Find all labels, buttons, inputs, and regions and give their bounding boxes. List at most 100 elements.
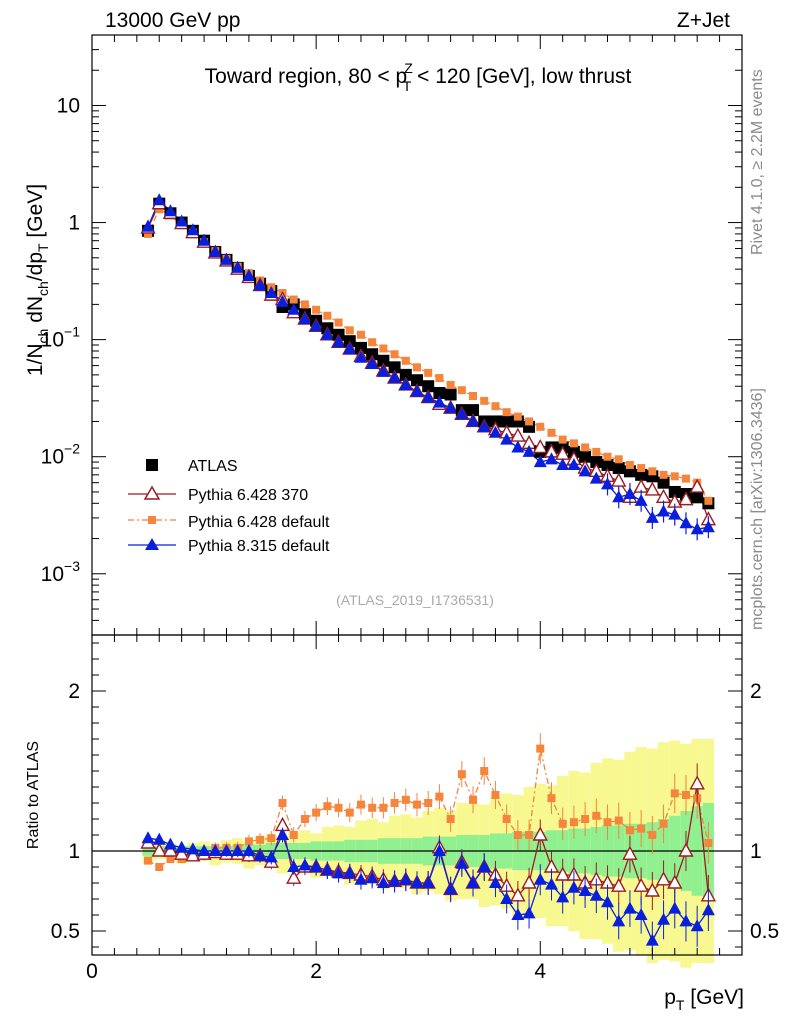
ratio-point-py8: [421, 876, 435, 888]
ratio-point-py8: [410, 876, 424, 888]
ratio-point-py6-370: [678, 842, 694, 857]
header-left-text: 13000 GeV pp: [105, 9, 240, 32]
py8-point: [589, 471, 603, 484]
ratio-point-py6-370: [622, 845, 638, 860]
ratio-point-py6-370: [667, 874, 683, 889]
legend-marker-py8: [145, 538, 159, 550]
ratio-point-py6-default: [368, 803, 377, 812]
main-y-axis-label: 1/Nch dNch/dpT [GeV]: [24, 184, 51, 376]
py8-point: [276, 294, 290, 307]
ratio-point-py8: [601, 895, 615, 908]
py6-default-point: [144, 229, 153, 238]
ratio-point-py8: [533, 872, 547, 885]
main-y-tick-labels: 10 1 10−1 10−2 10−3: [41, 94, 81, 585]
ratio-point-py6-default: [670, 789, 679, 798]
main-y-tick-label: 10: [57, 94, 80, 117]
ratio-point-py6-default: [547, 794, 556, 803]
ratio-point-py6-370: [655, 871, 672, 886]
ratio-frame: [91, 634, 743, 956]
legend-label-py8: Pythia 8.315 default: [188, 538, 330, 555]
ratio-point-py8: [365, 871, 379, 884]
ratio-point-py6-default: [581, 815, 590, 823]
atlas-point: [433, 387, 446, 400]
py8-point: [376, 364, 390, 377]
py8-point: [152, 193, 166, 206]
ratio-point-py6-default: [267, 834, 276, 843]
py6-370-point: [532, 438, 548, 454]
ratio-point-py8: [589, 888, 603, 901]
py8-point: [253, 278, 267, 291]
ratio-point-py6-default: [334, 803, 343, 812]
py6-default-point: [614, 455, 623, 464]
py6-370-point: [655, 488, 672, 504]
ratio-point-py6-default: [144, 856, 153, 865]
py8-point: [455, 407, 469, 420]
ratio-point-py8: [163, 837, 177, 850]
ratio-point-py8: [455, 856, 469, 869]
ratio-point-py6-370: [162, 842, 179, 857]
ratio-point-py6-default: [356, 800, 365, 809]
py6-default-point: [569, 439, 578, 448]
py8-point: [556, 457, 570, 470]
py8-point: [511, 440, 525, 453]
legend-entry-py6-370: Pythia 6.428 370: [128, 485, 308, 504]
ratio-point-py8: [466, 876, 480, 888]
ratio-point-py6-default: [569, 818, 578, 827]
ratio-point-py6-default: [390, 799, 399, 807]
ratio-point-py6-370: [185, 847, 201, 862]
ratio-point-py6-default: [592, 811, 601, 820]
ratio-point-py8: [264, 850, 278, 863]
ratio-point-py6-370: [555, 866, 571, 881]
py6-370-point: [689, 478, 705, 493]
atlas-point: [422, 380, 435, 393]
atlas-point: [411, 374, 423, 387]
py6-default-point: [603, 452, 612, 461]
ratio-y-tick-label-left: 0.5: [51, 920, 80, 943]
ratio-point-py8: [219, 844, 233, 856]
py8-point: [219, 252, 233, 265]
ratio-point-py8: [376, 876, 390, 888]
legend: ATLAS Pythia 6.428 370 Pythia 6.428 defa…: [128, 458, 330, 555]
ratio-point-py6-default: [480, 767, 489, 775]
ratio-point-py8: [231, 844, 245, 856]
py6-default-point: [379, 344, 388, 353]
ratio-point-py6-default: [614, 816, 623, 825]
ratio-y-tick-label-right: 0.5: [750, 920, 779, 943]
py8-point: [488, 425, 502, 438]
ratio-point-py6-370: [633, 877, 649, 892]
ratio-point-py8: [500, 892, 514, 904]
ratio-point-py6-default: [536, 744, 545, 753]
atlas-point: [590, 456, 603, 469]
ratio-panel: 0.5 0.5 1 1 2 2 0 2 4 Ratio to ATLAS pT [GeV]: [25, 634, 779, 1013]
ratio-y-tick-label-right: 2: [750, 680, 762, 703]
ratio-point-py8: [197, 844, 211, 856]
ratio-point-py8: [477, 860, 491, 872]
ratio-point-py6-default: [491, 791, 500, 799]
ratio-point-py6-default: [323, 802, 332, 811]
atlas-point: [657, 476, 670, 489]
ratio-point-py8: [186, 842, 200, 855]
ratio-point-py8: [287, 860, 301, 872]
ratio-y-tick-label-left: 1: [68, 840, 80, 863]
ratio-point-py6-370: [286, 869, 302, 884]
py6-default-point: [625, 460, 634, 469]
ratio-point-py8: [511, 908, 525, 920]
ratio-point-py6-default: [300, 815, 309, 823]
main-y-tick-label: 10−3: [41, 558, 81, 586]
py6-default-point: [513, 412, 522, 421]
x-tick-label: 4: [534, 960, 546, 983]
ratio-point-py6-370: [521, 874, 537, 889]
py6-default-point: [659, 470, 668, 479]
ratio-y-tick-label-right: 1: [750, 840, 762, 863]
py8-point: [186, 223, 200, 236]
py6-default-point: [334, 318, 343, 327]
py8-point: [175, 214, 189, 227]
py8-point: [332, 335, 346, 348]
ratio-point-py8: [488, 876, 502, 888]
py6-default-point: [457, 386, 466, 395]
py6-default-point: [356, 330, 365, 339]
main-y-tick-label: 1: [68, 212, 80, 235]
ratio-point-py6-default: [469, 795, 478, 804]
ratio-point-py6-default: [637, 824, 646, 833]
atlas-point: [668, 485, 681, 498]
